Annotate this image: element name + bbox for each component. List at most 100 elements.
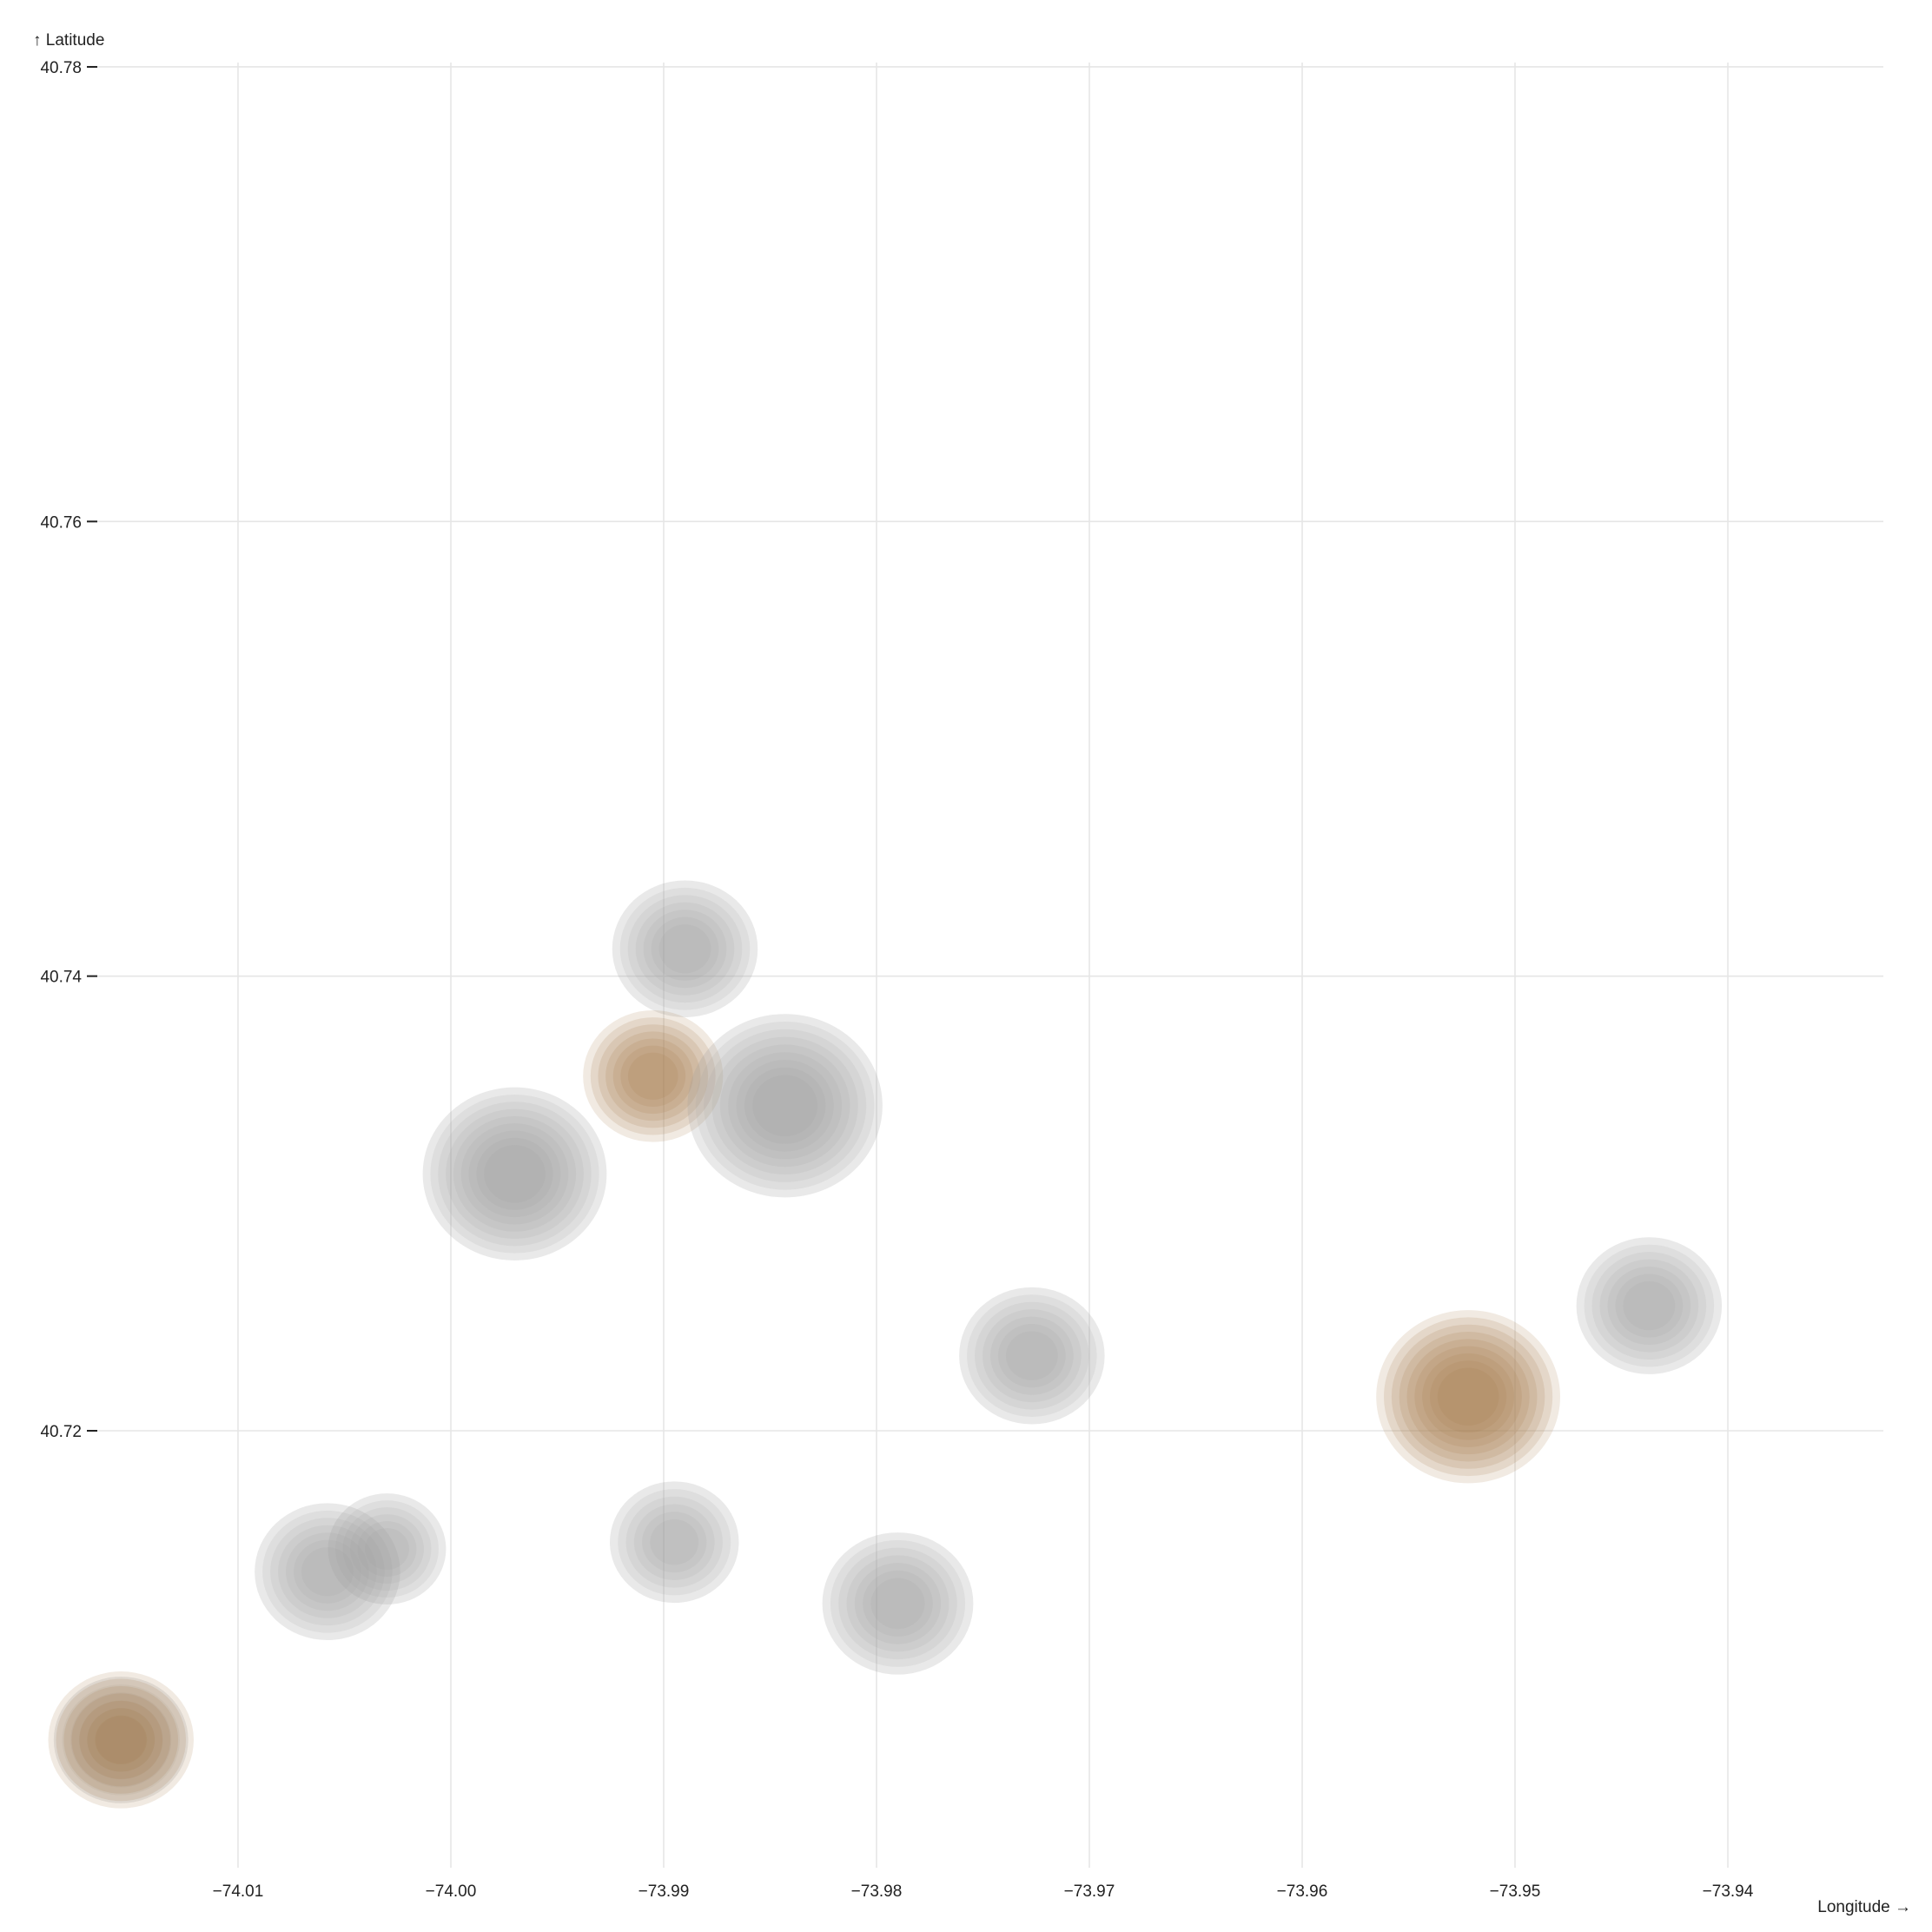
density-contour-band	[1599, 1259, 1699, 1353]
density-contour-band	[618, 1489, 731, 1596]
density-contour-band	[63, 1685, 179, 1794]
density-contour-band	[301, 1547, 354, 1597]
density-cluster-gray	[53, 1677, 189, 1803]
density-contour-band	[830, 1539, 966, 1667]
density-contour-band	[87, 1708, 155, 1772]
density-contour-band	[642, 1512, 707, 1573]
density-contour-band	[430, 1094, 599, 1254]
density-contour-band	[56, 1678, 187, 1802]
density-contour-band	[1376, 1310, 1560, 1484]
density-contour-band	[438, 1102, 592, 1247]
density-contour-band	[635, 902, 735, 996]
density-contour-band	[96, 1716, 147, 1764]
density-contour-band	[350, 1514, 424, 1585]
density-contour-band	[1437, 1367, 1499, 1426]
density-contour-band	[48, 1671, 194, 1809]
x-tick-label: −73.98	[851, 1882, 903, 1901]
density-contour-band	[79, 1700, 163, 1779]
density-contour-band	[719, 1044, 850, 1168]
density-contour-band	[1615, 1274, 1684, 1338]
density-contour-band	[650, 1519, 699, 1565]
density-contour-band	[342, 1507, 432, 1591]
x-tick-label: −74.01	[213, 1882, 264, 1901]
density-cluster-gray	[687, 1014, 883, 1198]
density-contour-band	[453, 1115, 577, 1232]
density-contour-band	[728, 1052, 843, 1160]
density-contour-band	[598, 1024, 709, 1128]
density-contour-band	[1005, 1331, 1058, 1380]
density-contour-band	[328, 1493, 447, 1605]
density-contour-band	[612, 880, 758, 1018]
density-contour-band	[484, 1145, 546, 1203]
density-contour-band	[863, 1570, 933, 1637]
density-cluster-brown	[1376, 1310, 1560, 1484]
density-contour-band	[633, 1504, 715, 1580]
density-contour-band	[627, 1052, 678, 1100]
density-contour-band	[460, 1123, 569, 1225]
x-tick-label: −73.95	[1490, 1882, 1541, 1901]
density-contour-band	[983, 1309, 1082, 1403]
density-contour-band	[870, 1578, 925, 1630]
density-contour-band	[78, 1700, 163, 1780]
density-contour-band	[278, 1525, 377, 1618]
y-axis-title: ↑ Latitude	[33, 31, 104, 50]
density-contour-band	[967, 1294, 1097, 1418]
density-contour-band	[335, 1500, 439, 1598]
density-contour-band	[959, 1287, 1105, 1425]
y-tick-label: 40.76	[40, 513, 82, 532]
density-contour-band	[357, 1521, 417, 1578]
x-tick-label: −73.94	[1703, 1882, 1754, 1901]
density-contour-band	[62, 1684, 180, 1796]
density-contour-band	[1399, 1332, 1538, 1462]
density-contour-band	[1576, 1237, 1723, 1374]
density-contour-band	[294, 1539, 361, 1604]
density-contour-band	[997, 1324, 1066, 1388]
y-tick-label: 40.74	[40, 969, 82, 987]
density-contour-band	[620, 1045, 686, 1108]
density-cluster-brown	[48, 1671, 194, 1809]
density-contour-band	[975, 1301, 1089, 1410]
density-contour-band	[625, 1496, 723, 1588]
density-contour-band	[744, 1067, 826, 1144]
density-contour-band	[687, 1014, 883, 1198]
density-cluster-gray	[822, 1532, 974, 1675]
density-contour-band	[446, 1108, 584, 1240]
density-contour-band	[651, 916, 719, 981]
density-contour-band	[711, 1036, 858, 1175]
density-contour-band	[643, 910, 727, 989]
density-cluster-gray	[1576, 1237, 1723, 1374]
density-contour-band	[1391, 1324, 1545, 1469]
density-cluster-gray	[609, 1481, 739, 1604]
x-tick-label: −73.96	[1277, 1882, 1328, 1901]
density-contour-band	[854, 1563, 942, 1644]
density-contour-band	[609, 1481, 739, 1604]
density-contour-band	[1584, 1244, 1715, 1367]
x-tick-label: −73.97	[1064, 1882, 1115, 1901]
density-contour-band	[422, 1087, 607, 1260]
density-cluster-gray	[255, 1503, 400, 1641]
x-tick-label: −73.99	[638, 1882, 690, 1901]
density-contour-band	[1591, 1252, 1707, 1360]
density-contour-band	[1422, 1353, 1515, 1440]
density-contour-band	[270, 1518, 385, 1626]
density-contour-band	[838, 1547, 957, 1660]
density-contour-band	[590, 1017, 716, 1135]
density-contour-band	[1384, 1317, 1553, 1477]
density-contour-band	[1429, 1360, 1507, 1433]
density-contour-band	[822, 1532, 974, 1675]
density-contour-band	[704, 1029, 867, 1182]
density-contour-band	[1414, 1346, 1522, 1447]
grid	[96, 63, 1883, 1868]
density-contour-band	[476, 1137, 553, 1210]
x-axis-title: Longitude →	[1817, 1898, 1911, 1916]
density-contour-band	[255, 1503, 400, 1641]
density-contours	[48, 880, 1723, 1809]
density-contour-band	[1406, 1339, 1530, 1455]
density-contour-band	[1623, 1280, 1676, 1331]
density-contour-band	[70, 1692, 172, 1788]
density-cluster-brown	[583, 1009, 724, 1142]
density-contour-band	[619, 887, 751, 1010]
density-contour-band	[736, 1060, 834, 1152]
